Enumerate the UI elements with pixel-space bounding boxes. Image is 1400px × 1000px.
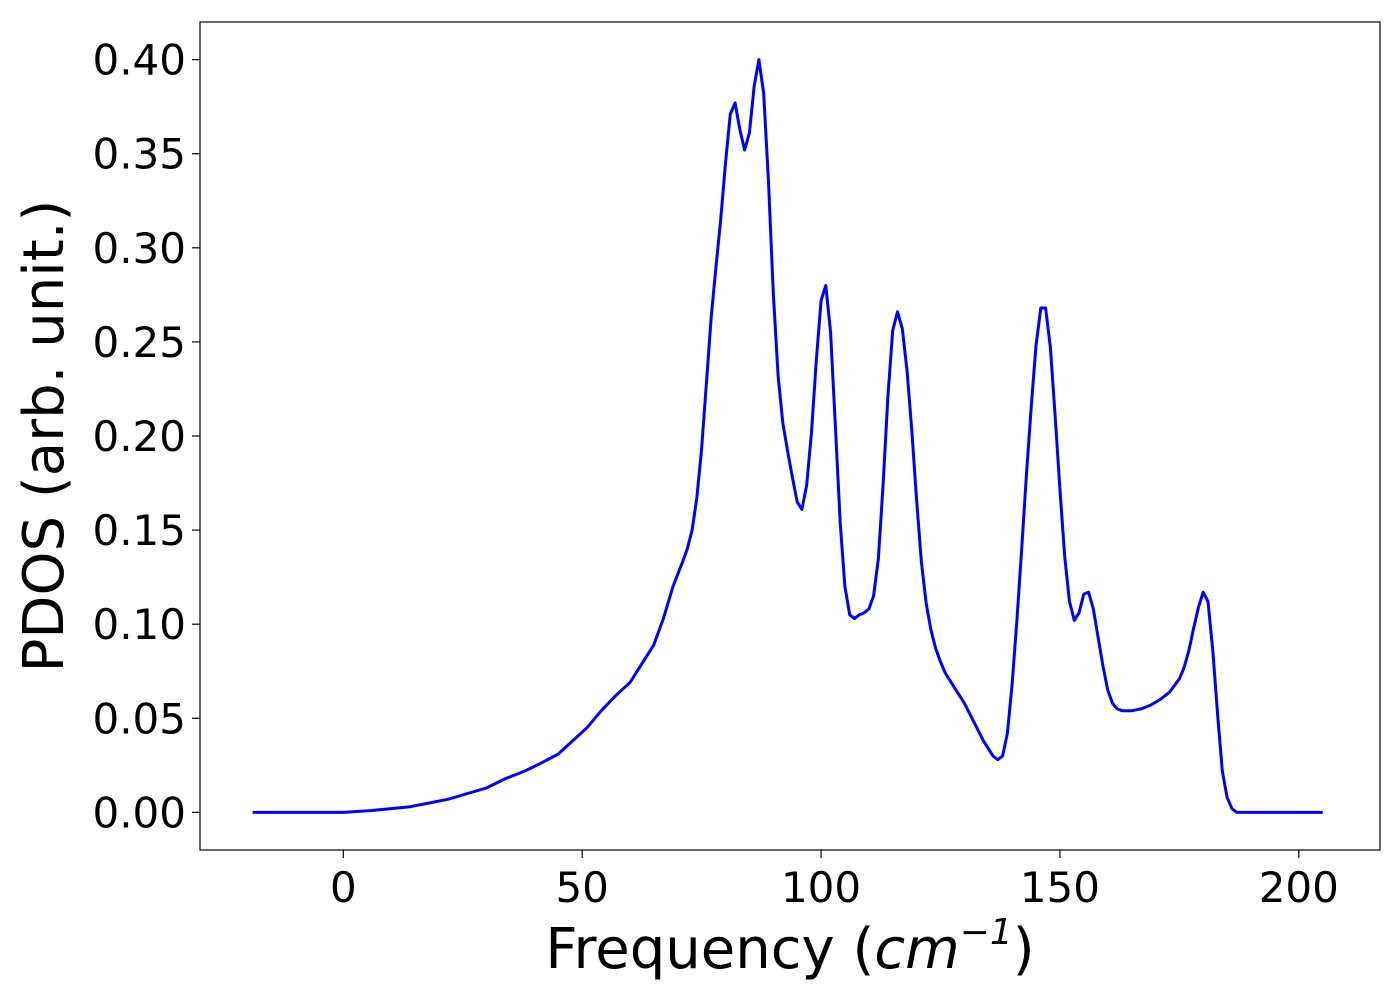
y-tick-label: 0.25 (92, 318, 186, 367)
plot-frame (199, 21, 1381, 851)
y-tick-label: 0.40 (92, 36, 186, 85)
y-tick-label: 0.00 (92, 788, 186, 837)
x-tick-label: 0 (330, 863, 357, 912)
x-axis-label-text: Frequency (545, 917, 834, 982)
y-tick-label: 0.20 (92, 412, 186, 461)
ticks-layer: 0 50 100 150 200 0.00 0.05 0.10 0.15 0.20 0.25 0.30… (92, 36, 1338, 912)
pdos-line (252, 58, 1323, 814)
x-tick-label: 200 (1259, 863, 1339, 912)
y-tick-label: 0.15 (92, 506, 186, 555)
x-axis-label: Frequency (cm−1) (545, 912, 1034, 982)
x-axis-label-exponent: −1 (960, 912, 1013, 953)
y-tick-label: 0.05 (92, 694, 186, 743)
x-axis-label-paren-close: ) (1013, 917, 1035, 982)
x-tick-label: 100 (781, 863, 861, 912)
x-axis-label-paren-open: ( (835, 917, 875, 982)
y-axis-label: PDOS (arb. unit.) (12, 200, 77, 673)
y-tick-label: 0.30 (92, 224, 186, 273)
x-tick-label: 150 (1020, 863, 1100, 912)
x-axis-label-unit: cm (874, 917, 959, 982)
y-tick-label: 0.10 (92, 600, 186, 649)
x-tick-label: 50 (555, 863, 608, 912)
y-tick-label: 0.35 (92, 130, 186, 179)
